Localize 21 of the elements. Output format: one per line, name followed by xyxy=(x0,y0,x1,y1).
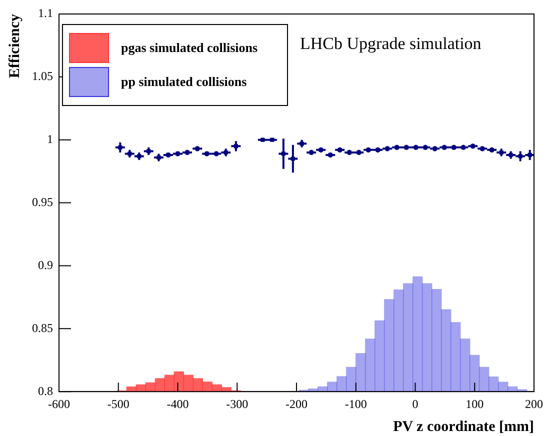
y-tick-label: 0.8 xyxy=(38,384,53,398)
x-tick-label: 100 xyxy=(466,396,484,411)
x-tick-label: 0 xyxy=(412,396,418,411)
y-tick-label: 1.05 xyxy=(32,69,53,84)
y-tick-label: 0.95 xyxy=(32,194,53,209)
x-tick-label: -300 xyxy=(226,396,248,411)
x-tick-label: -200 xyxy=(286,396,308,411)
y-tick-label: 0.85 xyxy=(32,320,53,335)
legend-label: pp simulated collisions xyxy=(121,74,247,90)
y-tick-label: 0.9 xyxy=(38,258,53,272)
x-tick-label: 200 xyxy=(525,396,543,411)
legend-label: pgas simulated collisions xyxy=(121,40,258,56)
x-axis-title: PV z coordinate [mm] xyxy=(393,418,534,435)
x-tick-label: -400 xyxy=(166,396,189,411)
y-tick-label: 1 xyxy=(47,132,53,146)
x-tick-label: -100 xyxy=(344,396,367,411)
x-tick-label: -600 xyxy=(48,396,70,411)
annotation: LHCb Upgrade simulation xyxy=(300,34,482,54)
y-axis-title: Efficiency xyxy=(6,14,23,78)
y-tick-label: 1.1 xyxy=(38,6,53,20)
x-tick-label: -500 xyxy=(107,396,130,411)
